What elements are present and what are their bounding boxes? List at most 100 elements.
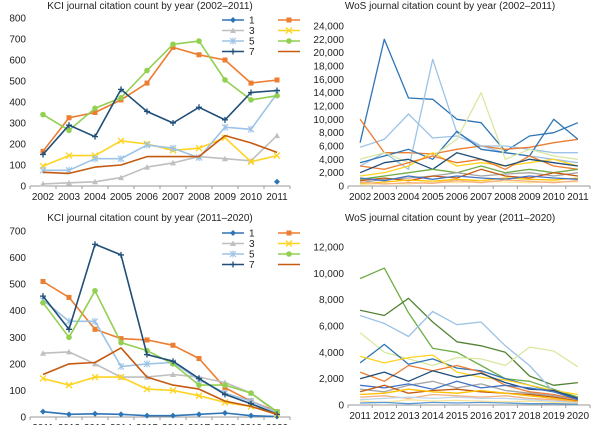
y-tick-label: 700	[9, 35, 26, 46]
x-tick-label: 2002	[32, 192, 55, 203]
x-tick-label: 2003	[58, 192, 81, 203]
marker-square	[222, 57, 228, 63]
x-tick-label: 2004	[397, 192, 420, 203]
marker-circle	[170, 41, 176, 48]
x-tick-label: 2010	[543, 192, 566, 203]
marker-circle	[196, 382, 202, 388]
marker-x	[117, 373, 125, 381]
y-tick-label: 8,000	[319, 128, 344, 139]
series-3	[359, 310, 579, 400]
marker-star	[143, 360, 151, 368]
series-line	[360, 177, 578, 185]
y-tick-label: 6,000	[319, 142, 344, 153]
series-line	[42, 347, 278, 416]
marker-square	[92, 110, 98, 115]
marker-plus	[92, 133, 98, 140]
marker-square	[286, 17, 292, 23]
marker-plus	[230, 261, 236, 268]
wos-chart-2011-2020: WoS journal citation count by year (2011…	[300, 212, 600, 425]
series-5	[39, 90, 281, 174]
series-2	[359, 297, 578, 386]
y-tick-label: 200	[9, 359, 26, 370]
x-tick-label: 2009	[518, 192, 541, 203]
marker-plus	[92, 241, 98, 248]
series-line	[360, 165, 578, 180]
legend-label: 3	[249, 26, 255, 37]
marker-triangle	[66, 348, 72, 355]
legend: 12345678	[222, 229, 311, 271]
marker-star	[91, 155, 99, 163]
legend: 12345678	[222, 16, 311, 58]
series-line	[360, 388, 578, 403]
marker-diamond	[274, 178, 280, 185]
marker-x	[117, 137, 125, 145]
y-tick-label: 12,000	[313, 102, 344, 113]
x-tick-label: 2012	[373, 411, 396, 422]
legend-label: 3	[249, 239, 255, 250]
y-tick-label: 2,000	[319, 374, 344, 385]
x-tick-label: 2010	[240, 192, 263, 203]
marker-triangle	[92, 178, 98, 185]
y-tick-label: 400	[9, 98, 26, 109]
series-line	[360, 380, 579, 402]
chart-title: WoS journal citation count by year (2002…	[344, 1, 556, 12]
series-7	[40, 86, 280, 158]
y-tick-label: 100	[9, 161, 26, 172]
series-line	[360, 399, 578, 405]
series-line	[42, 299, 278, 414]
series-4	[359, 332, 579, 368]
series-8	[42, 134, 278, 175]
x-tick-label: 2011	[567, 192, 589, 203]
marker-square	[144, 80, 150, 86]
y-tick-label: 16,000	[313, 75, 344, 86]
x-tick-label: 2008	[188, 192, 211, 203]
kci-chart-2011-2020: KCI journal citation count by year (2011…	[0, 212, 311, 430]
x-tick-label: 2004	[84, 192, 107, 203]
chart-title: KCI journal citation count by year (2002…	[47, 1, 253, 12]
marker-x	[65, 152, 73, 160]
marker-star	[143, 141, 151, 149]
y-tick-label: 18,000	[313, 62, 344, 73]
series-10	[360, 380, 579, 401]
marker-plus	[222, 116, 228, 123]
marker-circle	[40, 111, 46, 118]
series-line	[359, 310, 579, 400]
y-tick-label: 10,000	[313, 269, 344, 280]
marker-square	[196, 356, 202, 362]
series-4	[39, 134, 281, 170]
series-line	[359, 384, 579, 402]
y-tick-label: 20,000	[313, 48, 344, 59]
series-line	[359, 297, 578, 386]
wos-chart-2002-2011: WoS journal citation count by year (2002…	[300, 0, 600, 212]
marker-triangle	[40, 350, 46, 356]
chart-svg: 0 2,000 4,000 6,000 8,000 10,000 12,000 14,000 1…	[313, 22, 591, 203]
x-tick-label: 2003	[373, 192, 396, 203]
series-line	[360, 380, 579, 401]
marker-square	[40, 148, 46, 154]
series-line	[42, 351, 278, 414]
marker-triangle	[118, 174, 124, 181]
marker-diamond	[118, 411, 124, 418]
series-line	[359, 152, 578, 174]
series-15	[360, 399, 578, 405]
series-16	[360, 179, 578, 185]
y-tick-label: 300	[9, 119, 26, 130]
x-tick-label: 2020	[567, 411, 590, 422]
marker-plus	[196, 104, 202, 111]
marker-x	[65, 381, 73, 389]
marker-plus	[118, 251, 124, 258]
marker-triangle	[170, 371, 176, 377]
marker-triangle	[144, 164, 150, 170]
y-tick-label: 12,000	[313, 243, 344, 254]
y-tick-label: 400	[9, 306, 26, 317]
marker-square	[40, 278, 46, 284]
marker-star	[117, 363, 125, 371]
series-5	[359, 118, 579, 164]
series-line	[359, 332, 579, 368]
y-tick-label: 0	[338, 182, 344, 193]
y-tick-label: 800	[9, 14, 26, 25]
series-line	[42, 134, 278, 175]
marker-star	[91, 317, 99, 325]
series-line	[42, 243, 278, 416]
marker-circle	[92, 287, 98, 294]
